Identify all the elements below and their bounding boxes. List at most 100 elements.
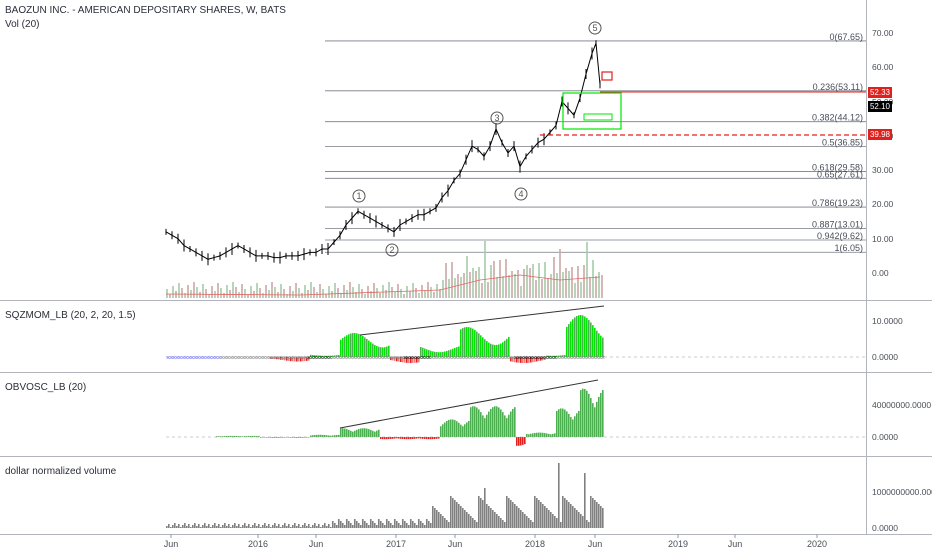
volume-bar <box>580 282 582 298</box>
dollar-volume-bar <box>360 525 362 528</box>
price-pane[interactable]: BAOZUN INC. - AMERICAN DEPOSITARY SHARES… <box>0 0 932 300</box>
obvosc-bar <box>370 429 372 437</box>
obvosc-bar <box>434 437 436 439</box>
time-tick-label: 2017 <box>385 539 407 549</box>
obvosc-bar <box>242 436 244 437</box>
volume-bar <box>289 286 291 298</box>
volume-bar <box>331 291 333 298</box>
dollar-volume-bar <box>516 506 518 528</box>
sqzmom-bar <box>316 355 318 357</box>
sqzmom-bar <box>394 357 396 361</box>
obvosc-bar <box>550 434 552 437</box>
squeeze-dot: × <box>562 355 566 362</box>
pane-separator[interactable] <box>0 372 932 373</box>
obvosc-bar <box>410 437 412 440</box>
squeeze-dot: × <box>499 355 503 362</box>
obvosc-bar <box>540 432 542 437</box>
flag-marker <box>601 71 613 81</box>
obvosc-bar <box>514 407 516 437</box>
sqzmom-bar <box>530 357 532 363</box>
volume-bar <box>433 292 435 298</box>
wave-label: 3 <box>494 113 499 123</box>
squeeze-dot: × <box>544 355 548 362</box>
squeeze-dot: × <box>169 355 173 362</box>
sqzmom-bar <box>490 343 492 357</box>
obvosc-bar <box>386 437 388 440</box>
dollar-volume-bar <box>280 527 282 528</box>
pane-separator[interactable] <box>0 456 932 457</box>
sqzmom-bar <box>458 346 460 357</box>
obvosc-bar <box>452 419 454 437</box>
wave-label: 2 <box>389 245 394 255</box>
squeeze-dot: × <box>487 355 491 362</box>
pane-separator[interactable] <box>0 300 932 301</box>
fib-level-label: 0.236(53.11) <box>813 82 863 92</box>
sqzmom-bar <box>318 355 320 357</box>
volume-bar <box>298 288 300 298</box>
squeeze-dot: × <box>262 355 266 362</box>
sqzmom-bar <box>398 357 400 362</box>
volume-bar <box>280 284 282 298</box>
volume-bar <box>472 268 474 298</box>
sqzmom-bar <box>460 329 462 357</box>
sqzmom-bar <box>402 357 404 363</box>
obvosc-bar <box>324 435 326 437</box>
obvosc-bar <box>536 432 538 437</box>
sqzmom-bar <box>494 344 496 357</box>
target-box <box>562 92 622 130</box>
time-tick-label: Jun <box>727 539 743 549</box>
time-tick-label: Jun <box>308 539 324 549</box>
sqzmom-bar <box>554 355 556 357</box>
squeeze-dot: × <box>220 355 224 362</box>
obvosc-bar <box>298 437 300 438</box>
obvosc-bar <box>236 436 238 437</box>
sqzmom-bar <box>310 354 312 357</box>
sqzmom-bar <box>298 357 300 362</box>
dollar-volume-bar <box>236 526 238 528</box>
sqzmom-bar <box>446 350 448 357</box>
squeeze-dot: × <box>232 355 236 362</box>
dollar-volume-bar <box>588 522 590 528</box>
obvosc-bar <box>546 433 548 437</box>
sqzmom-bar <box>546 355 548 357</box>
sqzmom-bar <box>270 357 272 359</box>
volume-bar <box>421 285 423 298</box>
squeeze-dot: × <box>400 355 404 362</box>
squeeze-dot: × <box>550 355 554 362</box>
squeeze-dot: × <box>436 355 440 362</box>
sqzmom-bar <box>568 324 570 357</box>
sqzmom-bar <box>366 338 368 357</box>
volume-bar <box>325 294 327 298</box>
volume-bar <box>439 289 441 298</box>
squeeze-dot: × <box>292 355 296 362</box>
time-tick-label: Jun <box>163 539 179 549</box>
dollar-volume-bar <box>350 523 352 528</box>
dollar-volume-bar <box>252 525 254 528</box>
dollar-volume-bar <box>504 522 506 528</box>
dollar-volume-bar <box>192 525 194 528</box>
obvosc-bar <box>352 431 354 437</box>
dollar-volume-bar <box>542 504 544 528</box>
squeeze-dot: × <box>556 355 560 362</box>
sqzmom-bar <box>334 355 336 357</box>
obvosc-tick-label: 40000000.0000 <box>872 400 932 410</box>
squeeze-dot: × <box>256 355 260 362</box>
dollar-volume-bar <box>476 522 478 528</box>
squeeze-dot: × <box>511 355 515 362</box>
volume-indicator-label: Vol (20) <box>5 19 40 30</box>
obvosc-bar <box>586 390 588 437</box>
sqzmom-bar <box>524 357 526 363</box>
dollar-volume-bar <box>376 525 378 528</box>
volume-bar <box>175 291 177 298</box>
obvosc-bar <box>388 437 390 440</box>
sqzmom-bar <box>552 355 554 357</box>
dollar-volume-bar <box>230 527 232 528</box>
dollar-volume-bar <box>580 514 582 528</box>
volume-bar <box>319 284 321 298</box>
volume-bar <box>367 286 369 298</box>
volume-bar <box>244 289 246 298</box>
dollar-volume-bar <box>428 521 430 528</box>
sqzmom-bar <box>564 355 566 357</box>
volume-bar <box>211 286 213 298</box>
